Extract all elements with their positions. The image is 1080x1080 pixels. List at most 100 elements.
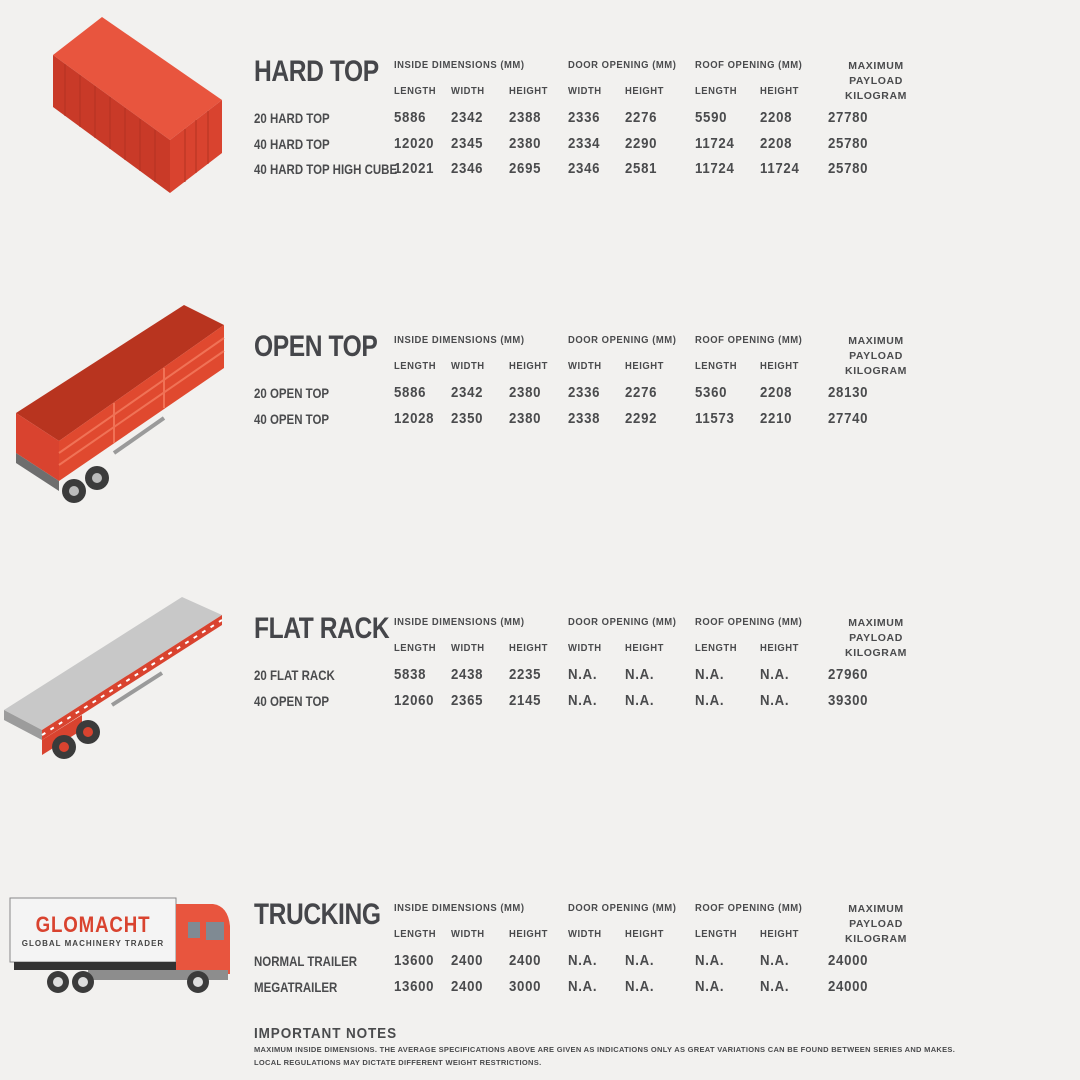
table-cell: 2292 xyxy=(625,409,658,427)
table-cell: 5886 xyxy=(394,384,427,401)
sub-header: HEIGHT xyxy=(760,85,799,97)
table-cell: N.A. xyxy=(568,691,598,709)
table-cell: 2235 xyxy=(509,666,542,683)
row-label: 20 FLAT RACK xyxy=(254,667,335,683)
section-title: OPEN TOP xyxy=(254,330,378,363)
sub-header: WIDTH xyxy=(451,85,485,97)
header-door-opening: DOOR OPENING (MM) xyxy=(568,59,677,71)
open-top-trailer-illustration xyxy=(16,305,225,503)
table-cell: 25780 xyxy=(828,160,869,177)
header-door-opening: DOOR OPENING (MM) xyxy=(568,616,677,628)
table-cell: 2276 xyxy=(625,384,658,401)
table-cell: 2342 xyxy=(451,109,484,126)
table-cell: 2208 xyxy=(760,134,793,152)
table-cell: 2345 xyxy=(451,134,484,152)
table-cell: 2365 xyxy=(451,691,484,709)
table-cell: 2145 xyxy=(509,691,542,709)
header-inside-dimensions: INSIDE DIMENSIONS (MM) xyxy=(394,334,525,346)
sub-header: HEIGHT xyxy=(760,928,799,940)
section-trucking: TRUCKING INSIDE DIMENSIONS (MM) DOOR OPE… xyxy=(254,898,954,1038)
sub-header: WIDTH xyxy=(568,642,602,654)
table-cell: 5360 xyxy=(695,384,728,401)
table-cell: 11724 xyxy=(695,134,735,152)
table-cell: N.A. xyxy=(760,952,790,969)
table-cell: 2208 xyxy=(760,384,793,401)
table-cell: 2342 xyxy=(451,384,484,401)
sub-header: HEIGHT xyxy=(509,642,548,654)
table-cell: 2438 xyxy=(451,666,484,683)
table-cell: 12060 xyxy=(394,691,435,709)
table-cell: N.A. xyxy=(760,691,790,709)
table-cell: N.A. xyxy=(625,666,655,683)
payload-unit: KILOGRAM xyxy=(845,90,907,102)
section-flat-rack: FLAT RACK INSIDE DIMENSIONS (MM) DOOR OP… xyxy=(254,612,954,752)
sub-header: LENGTH xyxy=(394,360,437,372)
header-max-payload: MAXIMUM PAYLOAD KILOGRAM xyxy=(826,59,926,104)
sub-header: LENGTH xyxy=(394,642,437,654)
table-cell: 5590 xyxy=(695,109,728,126)
table-cell: 13600 xyxy=(394,952,435,969)
table-cell: 2400 xyxy=(451,977,484,995)
row-label: NORMAL TRAILER xyxy=(254,953,358,969)
sub-header: HEIGHT xyxy=(760,360,799,372)
row-label: 20 OPEN TOP xyxy=(254,385,330,401)
payload-line: MAXIMUM PAYLOAD xyxy=(848,335,904,362)
table-cell: N.A. xyxy=(625,691,655,709)
table-cell: 27960 xyxy=(828,666,869,683)
table-cell: 11724 xyxy=(695,160,735,177)
row-label: 40 HARD TOP xyxy=(254,135,330,152)
table-cell: 2338 xyxy=(568,409,601,427)
sub-header: WIDTH xyxy=(451,642,485,654)
header-max-payload: MAXIMUM PAYLOAD KILOGRAM xyxy=(826,334,926,379)
table-cell: 2350 xyxy=(451,409,484,427)
sub-header: LENGTH xyxy=(394,928,437,940)
payload-line: MAXIMUM PAYLOAD xyxy=(848,617,904,644)
table-cell: N.A. xyxy=(568,952,598,969)
sub-header: HEIGHT xyxy=(760,642,799,654)
sub-header: WIDTH xyxy=(451,928,485,940)
header-inside-dimensions: INSIDE DIMENSIONS (MM) xyxy=(394,616,525,628)
payload-line: MAXIMUM PAYLOAD xyxy=(848,60,904,87)
header-roof-opening: ROOF OPENING (MM) xyxy=(695,59,803,71)
header-max-payload: MAXIMUM PAYLOAD KILOGRAM xyxy=(826,902,926,947)
truck-illustration xyxy=(9,897,230,993)
table-cell: 12021 xyxy=(394,160,435,177)
table-cell: 11573 xyxy=(695,409,735,427)
table-cell: 27780 xyxy=(828,109,869,126)
table-cell: 24000 xyxy=(828,952,869,969)
header-roof-opening: ROOF OPENING (MM) xyxy=(695,616,803,628)
notes-title: IMPORTANT NOTES xyxy=(254,1025,398,1042)
notes-line: LOCAL REGULATIONS MAY DICTATE DIFFERENT … xyxy=(254,1058,542,1067)
table-cell: 2276 xyxy=(625,109,658,126)
table-cell: 2695 xyxy=(509,160,542,177)
table-cell: N.A. xyxy=(695,666,725,683)
header-inside-dimensions: INSIDE DIMENSIONS (MM) xyxy=(394,902,525,914)
notes-line: MAXIMUM INSIDE DIMENSIONS. THE AVERAGE S… xyxy=(254,1045,956,1054)
table-cell: 2400 xyxy=(509,952,542,969)
logo-tagline: GLOBAL MACHINERY TRADER xyxy=(21,939,165,948)
sub-header: HEIGHT xyxy=(509,85,548,97)
sub-header: HEIGHT xyxy=(625,928,664,940)
table-cell: 2336 xyxy=(568,109,601,126)
table-cell: 27740 xyxy=(828,409,869,427)
table-cell: N.A. xyxy=(695,977,725,995)
hard-top-container-illustration xyxy=(53,17,222,193)
section-title: HARD TOP xyxy=(254,55,379,88)
truck-logo: GLOMACHT GLOBAL MACHINERY TRADER xyxy=(10,912,176,948)
table-cell: 2380 xyxy=(509,134,542,152)
section-hard-top: HARD TOP INSIDE DIMENSIONS (MM) DOOR OPE… xyxy=(254,55,954,195)
table-cell: 24000 xyxy=(828,977,869,995)
row-label: 20 HARD TOP xyxy=(254,110,330,126)
sub-header: LENGTH xyxy=(695,642,738,654)
table-cell: 13600 xyxy=(394,977,435,995)
table-cell: N.A. xyxy=(568,977,598,995)
section-open-top: OPEN TOP INSIDE DIMENSIONS (MM) DOOR OPE… xyxy=(254,330,954,470)
table-cell: 28130 xyxy=(828,384,869,401)
sub-header: HEIGHT xyxy=(625,360,664,372)
table-cell: 2208 xyxy=(760,109,793,126)
table-cell: 25780 xyxy=(828,134,869,152)
table-cell: 2210 xyxy=(760,409,793,427)
table-cell: 2346 xyxy=(568,160,601,177)
sub-header: WIDTH xyxy=(568,360,602,372)
sub-header: LENGTH xyxy=(394,85,437,97)
